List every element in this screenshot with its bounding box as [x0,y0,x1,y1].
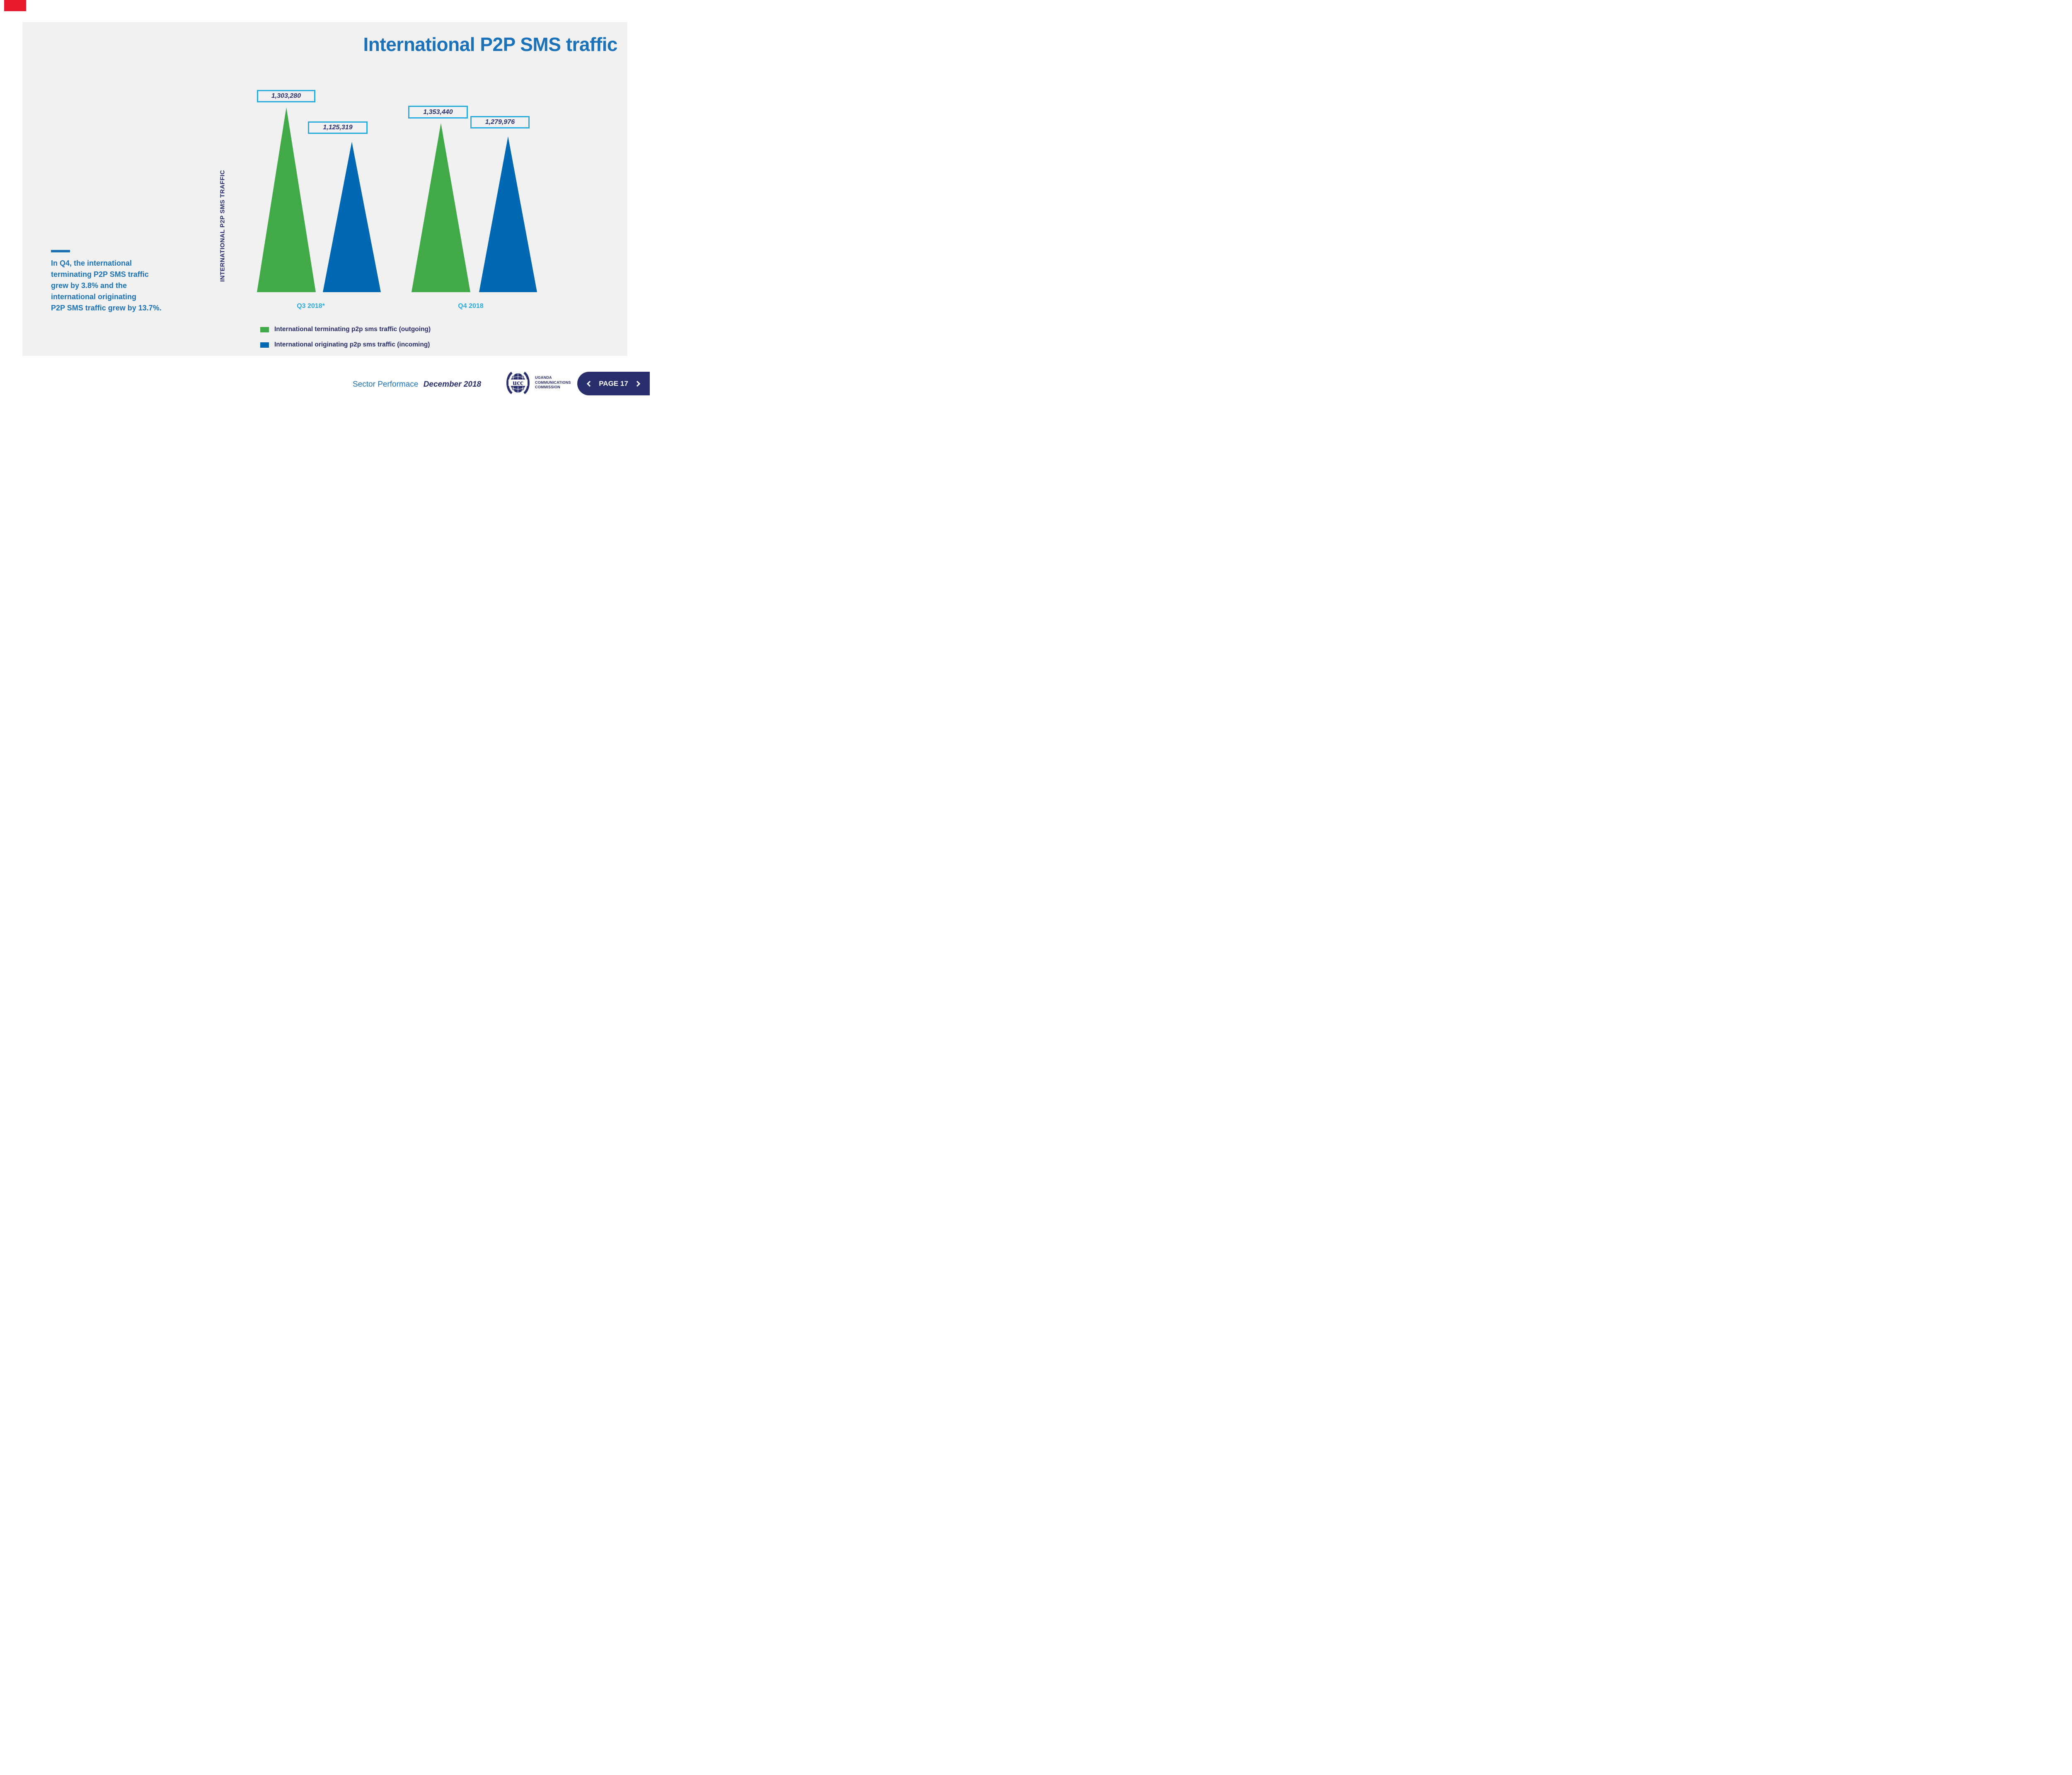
triangle-series0-cat0 [257,107,316,292]
commentary-dash [51,250,70,252]
footer-report-label: Sector Performace [353,380,419,389]
y-axis-label: INTERNATIONAL P2P SMS TRAFFIC [219,170,226,282]
report-page: International P2P SMS traffic In Q4, the… [0,0,650,406]
chevron-right-icon[interactable] [634,380,640,387]
footer-report-title: Sector Performace December 2018 [353,380,481,389]
ucc-logo-text: ucc [513,378,523,387]
legend-item-originating: International originating p2p sms traffi… [260,341,431,349]
triangle-chart [257,107,537,292]
chevron-left-icon[interactable] [587,380,593,387]
data-label-q3-terminating: 1,303,280 [257,90,315,102]
legend-item-terminating: International terminating p2p sms traffi… [260,326,431,333]
legend-swatch-green-icon [260,327,269,332]
x-axis-label-q3: Q3 2018* [297,303,325,310]
corner-accent-bar [4,0,26,11]
triangle-series0-cat1 [411,123,470,292]
legend-label-terminating: International terminating p2p sms traffi… [274,326,431,333]
data-label-q4-terminating: 1,353,440 [408,106,468,119]
org-name-text: UGANDA COMMUNICATIONS COMMISSION [535,375,571,389]
triangle-series1-cat1 [479,136,537,292]
page-number-label: PAGE 17 [599,379,628,387]
ucc-logo-icon: ucc [506,371,530,395]
page-title: International P2P SMS traffic [363,34,618,55]
legend-swatch-blue-icon [260,342,269,348]
page-nav-button[interactable]: PAGE 17 [577,372,650,395]
footer-report-period: December 2018 [423,380,482,389]
data-label-q4-originating: 1,279,976 [470,116,530,128]
chart-legend: International terminating p2p sms traffi… [260,326,431,349]
x-axis-label-q4: Q4 2018 [458,303,484,310]
legend-label-originating: International originating p2p sms traffi… [274,341,430,348]
data-label-q3-originating: 1,125,319 [308,121,368,134]
content-panel [22,22,627,356]
commentary-text: In Q4, the international terminating P2P… [51,259,162,312]
triangle-series1-cat0 [323,142,381,292]
